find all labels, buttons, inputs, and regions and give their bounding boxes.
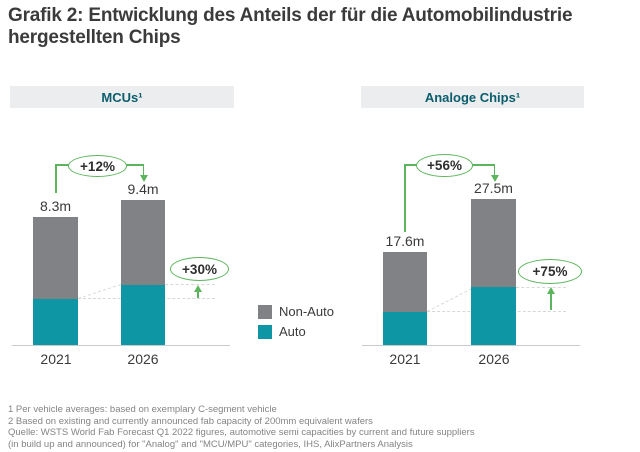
growth-bracket-left-p2 xyxy=(404,164,406,232)
growth-badge-total-p2: +56% xyxy=(416,154,473,177)
footnote-2: 2 Based on existing and currently announ… xyxy=(8,415,373,427)
legend-label-auto: Auto xyxy=(279,324,306,339)
arrow-down-icon-p1 xyxy=(139,175,148,182)
arrow-up-icon-p1 xyxy=(193,285,202,292)
dashed-guide-diagonal-p1 xyxy=(78,284,122,299)
x-tick-2021-p1: 2021 xyxy=(40,351,72,367)
arrow-down-icon-p2 xyxy=(490,175,499,182)
bar-segment-auto xyxy=(33,298,78,345)
bar-total-label: 27.5m xyxy=(474,180,513,197)
bar-segment-non-auto xyxy=(33,216,78,299)
dashed-guide-diagonal-p2 xyxy=(427,288,473,312)
figure-title-line2: hergestellten Chips xyxy=(8,26,181,48)
growth-bracket-right-p1 xyxy=(142,164,144,177)
growth-bracket-right-p2 xyxy=(493,164,495,177)
bar-total-label: 9.4m xyxy=(127,180,159,197)
panel-header-analog: Analoge Chips¹ xyxy=(361,86,584,108)
bar-segment-non-auto xyxy=(121,199,165,285)
bar-total-label: 8.3m xyxy=(39,197,72,214)
x-axis-p1 xyxy=(12,345,230,346)
arrow-up-icon-p2 xyxy=(546,287,555,294)
footnotes: 1 Per vehicle averages: based on exempla… xyxy=(8,404,475,450)
bar-segment-non-auto xyxy=(383,251,427,312)
panel-header-mcus-label: MCUs¹ xyxy=(101,89,143,105)
footnote-1: 1 Per vehicle averages: based on exempla… xyxy=(8,404,277,415)
x-axis-p2 xyxy=(362,345,580,346)
x-tick-2026-p1: 2026 xyxy=(127,351,159,367)
bar-segment-auto xyxy=(383,311,427,345)
growth-badge-total-p1: +12% xyxy=(68,155,127,177)
arrow-up-stem-p2 xyxy=(550,292,552,310)
x-tick-2026-p2: 2026 xyxy=(478,351,510,367)
bar-total-label: 17.6m xyxy=(385,232,425,249)
legend-item-non-auto: Non-Auto xyxy=(258,304,334,319)
non-auto-swatch-icon xyxy=(258,304,272,319)
auto-swatch-icon xyxy=(258,324,272,339)
figure-title-line1: Grafik 2: Entwicklung des Anteils der fü… xyxy=(8,5,573,26)
bar-mcus-2026: 9.4m xyxy=(121,181,165,345)
growth-badge-auto-p1: +30% xyxy=(170,257,229,281)
growth-badge-auto-p2: +75% xyxy=(518,259,582,284)
figure-title: Grafik 2: Entwicklung des Anteils der fü… xyxy=(8,5,636,48)
panel-header-analog-label: Analoge Chips¹ xyxy=(424,89,521,105)
bar-segment-auto xyxy=(121,284,165,345)
arrow-up-stem-p1 xyxy=(197,290,199,298)
growth-bracket-left-p1 xyxy=(55,164,57,193)
bar-analog-2026: 27.5m xyxy=(471,180,516,345)
panel-header-mcus: MCUs¹ xyxy=(10,86,234,108)
x-tick-2021-p2: 2021 xyxy=(389,351,421,367)
bar-analog-2021: 17.6m xyxy=(383,233,427,345)
bar-segment-non-auto xyxy=(471,199,516,287)
legend: Non-Auto Auto xyxy=(258,304,334,344)
legend-item-auto: Auto xyxy=(258,324,334,339)
bar-segment-auto xyxy=(471,286,516,345)
footnote-source-line1: Quelle: WSTS World Fab Forecast Q1 2022 … xyxy=(8,427,475,439)
dashed-guide-high-p1 xyxy=(165,284,215,285)
legend-label-non-auto: Non-Auto xyxy=(279,304,334,319)
dashed-guide-high-p2 xyxy=(516,287,566,288)
footnote-source-line2: (in build up and announced) for "Analog"… xyxy=(8,438,413,450)
bar-mcus-2021: 8.3m xyxy=(33,198,78,345)
